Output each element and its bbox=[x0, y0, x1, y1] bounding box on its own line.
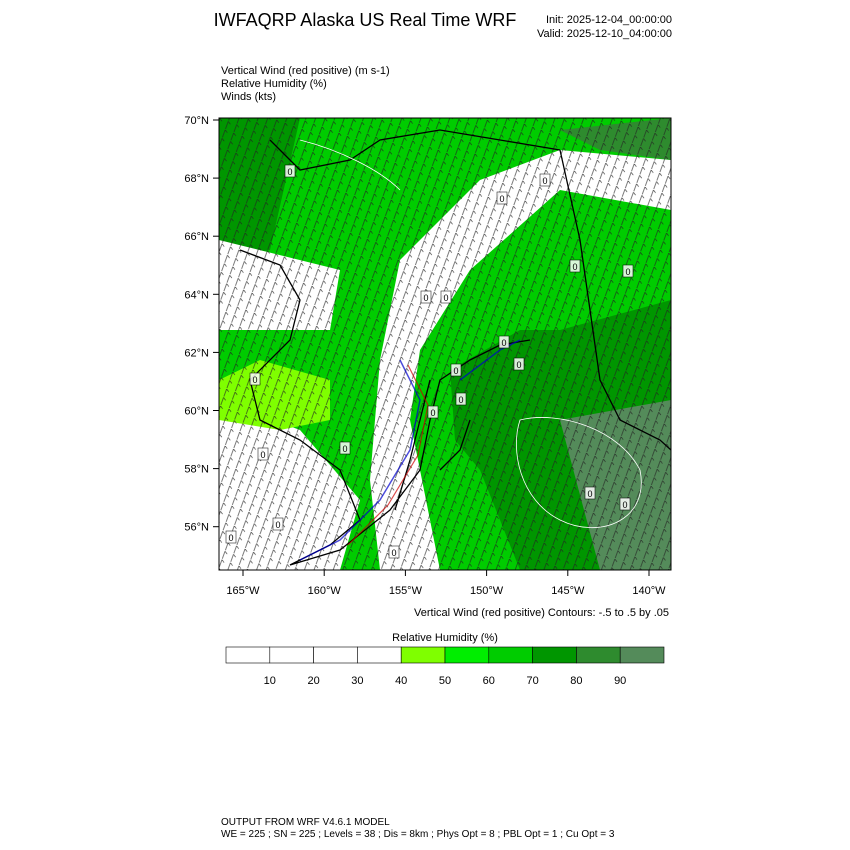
contour-label: 0 bbox=[625, 267, 630, 277]
contour-label: 0 bbox=[430, 408, 435, 418]
lon-tick-label: 160°W bbox=[308, 585, 342, 597]
contour-label-box bbox=[339, 441, 351, 455]
lat-tick-label: 66°N bbox=[184, 231, 209, 243]
colorbar-box bbox=[225, 646, 271, 664]
contour-label-box bbox=[496, 191, 508, 205]
contour-label: 0 bbox=[499, 194, 504, 204]
init-time: Init: 2025-12-04_00:00:00 bbox=[546, 14, 672, 26]
contour-label-box bbox=[272, 517, 284, 531]
colorbar-box bbox=[532, 646, 577, 664]
colorbar-title: Relative Humidity (%) bbox=[392, 632, 498, 644]
contour-label: 0 bbox=[228, 533, 233, 543]
colorbar-tick-label: 90 bbox=[614, 675, 626, 687]
contour-label-box bbox=[513, 357, 525, 371]
colorbar-tick-label: 80 bbox=[570, 675, 582, 687]
contour-label: 0 bbox=[287, 167, 292, 177]
contour-label-box bbox=[249, 372, 261, 386]
contour-label-box bbox=[388, 545, 400, 559]
field-label: Winds (kts) bbox=[221, 91, 276, 103]
contour-label-box bbox=[225, 530, 237, 544]
colorbar-tick-label: 70 bbox=[526, 675, 538, 687]
field-label: Vertical Wind (red positive) (m s-1) bbox=[221, 65, 390, 77]
contour-label-box bbox=[450, 363, 462, 377]
valid-time: Valid: 2025-12-10_04:00:00 bbox=[537, 28, 672, 40]
lat-tick-label: 60°N bbox=[184, 406, 209, 418]
lat-tick-label: 64°N bbox=[184, 289, 209, 301]
colorbar-box bbox=[269, 646, 314, 664]
colorbar-box bbox=[488, 646, 533, 664]
contour-label: 0 bbox=[453, 366, 458, 376]
map-field bbox=[219, 118, 671, 570]
contour-label-box bbox=[619, 497, 631, 511]
lon-tick-label: 150°W bbox=[470, 585, 504, 597]
contour-label: 0 bbox=[572, 262, 577, 272]
contour-label: 0 bbox=[542, 176, 547, 186]
contour-label-box bbox=[569, 259, 581, 273]
contour-label-box bbox=[584, 486, 596, 500]
colorbar-box bbox=[313, 646, 358, 664]
colorbar-box bbox=[619, 646, 665, 664]
colorbar-box bbox=[576, 646, 621, 664]
lat-tick-label: 56°N bbox=[184, 522, 209, 534]
footer: WE = 225 ; SN = 225 ; Levels = 38 ; Dis … bbox=[221, 829, 615, 840]
contour-label: 0 bbox=[458, 395, 463, 405]
contour-label: 0 bbox=[260, 450, 265, 460]
contour-label: 0 bbox=[501, 338, 506, 348]
colorbar-box bbox=[357, 646, 402, 664]
contour-label: 0 bbox=[443, 293, 448, 303]
contour-label: 0 bbox=[275, 520, 280, 530]
field-label: Relative Humidity (%) bbox=[221, 78, 327, 90]
lon-tick-label: 165°W bbox=[226, 585, 260, 597]
colorbar-tick-label: 60 bbox=[483, 675, 495, 687]
colorbar-box bbox=[400, 646, 446, 664]
contour-label-box bbox=[498, 335, 510, 349]
lat-tick-label: 62°N bbox=[184, 347, 209, 359]
lon-tick-label: 145°W bbox=[551, 585, 585, 597]
contour-label-box bbox=[284, 164, 296, 178]
colorbar-tick-label: 40 bbox=[395, 675, 407, 687]
colorbar-tick-label: 50 bbox=[439, 675, 451, 687]
contour-label-box bbox=[440, 290, 452, 304]
contour-label: 0 bbox=[252, 375, 257, 385]
title: IWFAQRP Alaska US Real Time WRF bbox=[214, 10, 517, 30]
contour-label: 0 bbox=[423, 293, 428, 303]
contour-label-box bbox=[622, 264, 634, 278]
contour-label: 0 bbox=[587, 489, 592, 499]
contour-label-box bbox=[257, 447, 269, 461]
contour-label: 0 bbox=[342, 444, 347, 454]
lat-tick-label: 70°N bbox=[184, 115, 209, 127]
contour-label-box bbox=[420, 290, 432, 304]
contour-label: 0 bbox=[622, 500, 627, 510]
contour-label-box bbox=[455, 392, 467, 406]
contour-label: 0 bbox=[516, 360, 521, 370]
lat-tick-label: 68°N bbox=[184, 173, 209, 185]
lat-tick-label: 58°N bbox=[184, 464, 209, 476]
map-frame bbox=[218, 117, 672, 571]
lon-tick-label: 155°W bbox=[389, 585, 423, 597]
colorbar-tick-label: 30 bbox=[351, 675, 363, 687]
contour-label-box bbox=[427, 405, 439, 419]
contour-label: 0 bbox=[391, 548, 396, 558]
lon-tick-label: 140°W bbox=[632, 585, 666, 597]
contour-caption: Vertical Wind (red positive) Contours: -… bbox=[414, 607, 669, 619]
colorbar-box bbox=[444, 646, 490, 664]
colorbar-tick-label: 10 bbox=[264, 675, 276, 687]
footer: OUTPUT FROM WRF V4.6.1 MODEL bbox=[221, 817, 390, 828]
colorbar-tick-label: 20 bbox=[307, 675, 319, 687]
contour-label-box bbox=[539, 173, 551, 187]
